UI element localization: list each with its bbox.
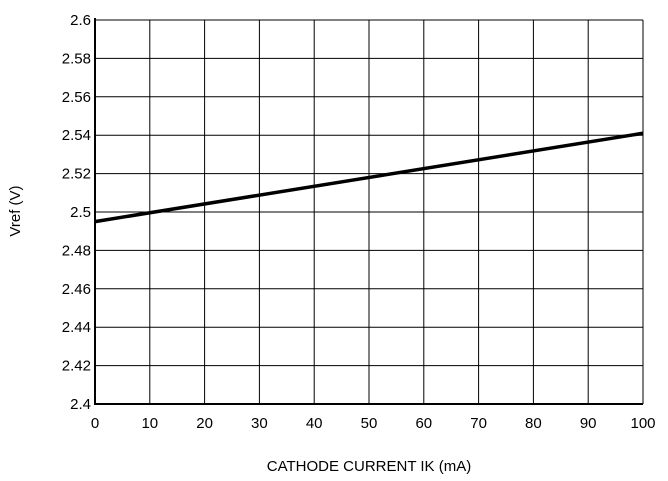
- x-tick-label: 70: [470, 415, 487, 432]
- series-line: [94, 131, 644, 224]
- grid: [94, 19, 644, 405]
- series-layer: [94, 131, 644, 224]
- y-tick-label: 2.52: [62, 166, 91, 183]
- x-tick-label: 90: [580, 415, 597, 432]
- x-tick-label: 10: [141, 415, 158, 432]
- y-tick-label: 2.44: [62, 319, 91, 336]
- x-axis-title: CATHODE CURRENT IK (mA): [267, 458, 471, 475]
- y-tick-label: 2.5: [70, 204, 91, 221]
- x-tick-label: 40: [306, 415, 323, 432]
- y-axis-title: Vref (V): [7, 185, 24, 236]
- x-tick-label: 0: [91, 415, 99, 432]
- y-tick-label: 2.4: [70, 396, 91, 413]
- axes: [94, 18, 643, 405]
- tick-labels: 0 10 20 30 40 50 60 70 80 90 100 2.4 2.42 2.44 2.46 2.4…: [62, 12, 656, 432]
- y-tick-label: 2.48: [62, 242, 91, 259]
- y-tick-label: 2.46: [62, 281, 91, 298]
- x-tick-label: 50: [361, 415, 378, 432]
- x-tick-label: 100: [630, 415, 655, 432]
- x-tick-label: 60: [415, 415, 432, 432]
- x-tick-label: 20: [196, 415, 213, 432]
- x-tick-label: 80: [525, 415, 542, 432]
- y-tick-label: 2.54: [62, 127, 91, 144]
- y-tick-label: 2.42: [62, 358, 91, 375]
- y-tick-label: 2.58: [62, 50, 91, 67]
- y-tick-label: 2.56: [62, 89, 91, 106]
- y-tick-label: 2.6: [70, 12, 91, 29]
- x-tick-label: 30: [251, 415, 268, 432]
